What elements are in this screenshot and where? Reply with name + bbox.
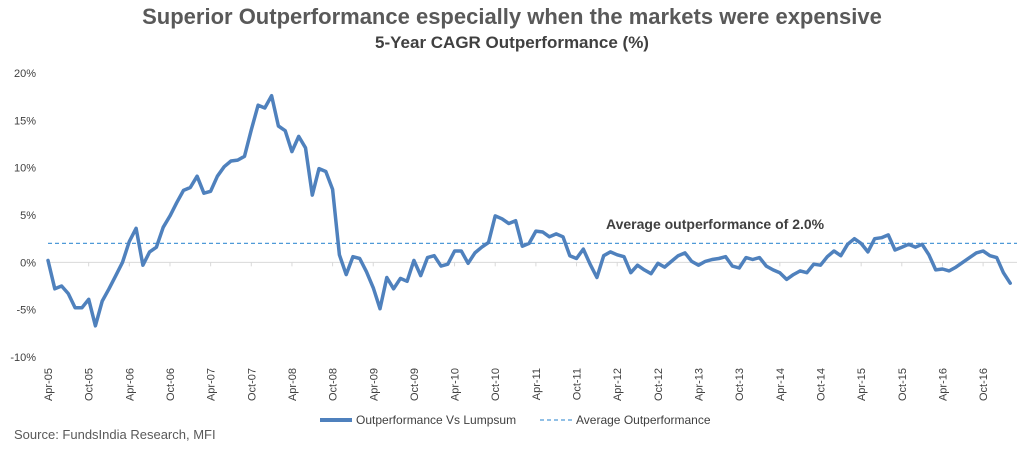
- x-tick-label: Apr-09: [368, 368, 380, 401]
- legend-label-average: Average Outperformance: [576, 413, 711, 427]
- x-tick-label: Oct-16: [978, 368, 990, 401]
- y-tick-label: -10%: [10, 352, 36, 364]
- x-tick-label: Apr-08: [287, 368, 299, 401]
- y-tick-label: 20%: [14, 68, 36, 80]
- x-tick-label: Oct-06: [165, 368, 177, 401]
- x-tick-label: Oct-09: [409, 368, 421, 401]
- outperformance-series-line: [46, 93, 1012, 328]
- y-tick-label: 15%: [14, 115, 36, 127]
- x-tick-label: Oct-10: [490, 368, 502, 401]
- legend-label-outperformance: Outperformance Vs Lumpsum: [356, 413, 516, 427]
- x-tick-label: Apr-10: [450, 368, 462, 401]
- x-tick-label: Apr-13: [694, 368, 706, 401]
- x-tick-label: Apr-12: [612, 368, 624, 401]
- x-tick-label: Oct-14: [815, 368, 827, 401]
- y-tick-label: -5%: [16, 305, 36, 317]
- x-tick-label: Oct-11: [572, 368, 584, 400]
- chart-subtitle: 5-Year CAGR Outperformance (%): [375, 33, 649, 52]
- source-note: Source: FundsIndia Research, MFI: [14, 427, 216, 442]
- x-tick-label: Apr-06: [124, 368, 136, 401]
- x-tick-label: Apr-05: [43, 368, 55, 401]
- x-tick-label: Apr-14: [775, 368, 787, 401]
- average-annotation: Average outperformance of 2.0%: [606, 216, 825, 232]
- x-tick-label: Oct-15: [897, 368, 909, 401]
- x-tick-label: Apr-15: [856, 368, 868, 401]
- chart-title: Superior Outperformance especially when …: [142, 4, 882, 29]
- x-tick-label: Apr-07: [206, 368, 218, 401]
- x-tick-label: Oct-12: [653, 368, 665, 401]
- x-tick-label: Apr-16: [937, 368, 949, 401]
- y-tick-label: 10%: [14, 163, 36, 175]
- x-tick-label: Oct-07: [246, 368, 258, 401]
- y-tick-label: 0%: [20, 257, 36, 269]
- x-tick-label: Oct-13: [734, 368, 746, 401]
- x-tick-label: Apr-11: [531, 368, 543, 400]
- x-tick-label: Oct-05: [84, 368, 96, 401]
- x-tick-label: Oct-08: [328, 368, 340, 401]
- y-tick-label: 5%: [20, 210, 36, 222]
